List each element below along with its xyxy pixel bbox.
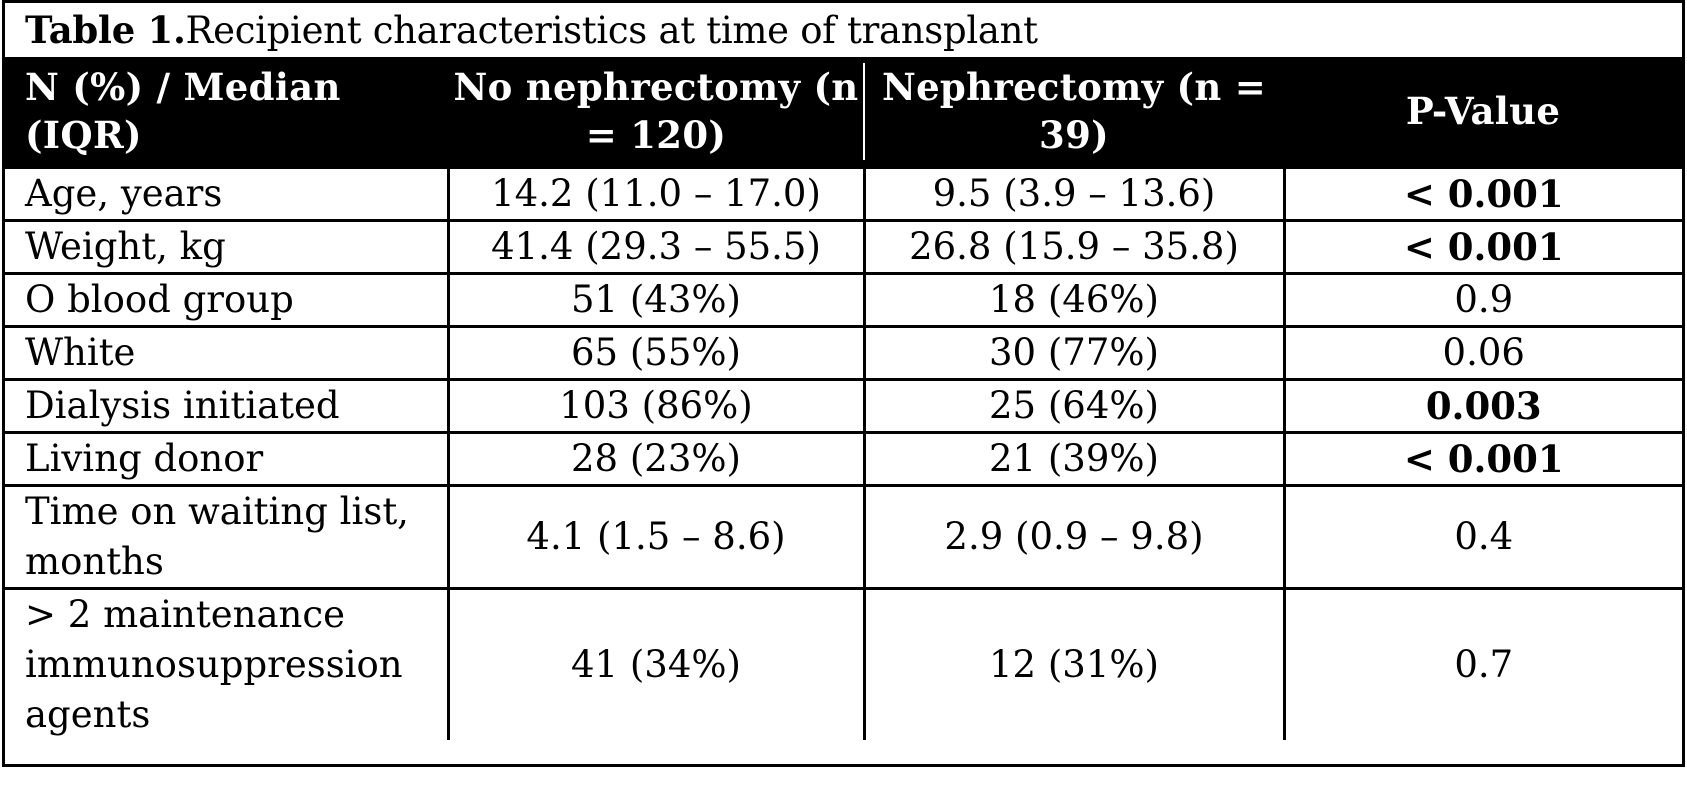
p-value: 0.9	[1282, 271, 1682, 326]
table-row: Living donor 28 (23%) 21 (39%) < 0.001	[5, 430, 1682, 485]
row-label: Age, years	[5, 165, 448, 220]
table-row: > 2 maintenance immunosuppression agents…	[5, 586, 1682, 740]
header-p-value: P-Value	[1405, 89, 1561, 134]
nephrectomy-value: 30 (77%)	[862, 324, 1284, 379]
no-nephrectomy-value: 65 (55%)	[446, 324, 864, 379]
row-label: Weight, kg	[5, 218, 448, 273]
no-nephrectomy-value: 14.2 (11.0 – 17.0)	[446, 165, 864, 220]
row-label: Living donor	[5, 430, 448, 485]
nephrectomy-value: 21 (39%)	[862, 430, 1284, 485]
row-label: > 2 maintenance immunosuppression agents	[5, 586, 448, 740]
nephrectomy-value: 26.8 (15.9 – 35.8)	[862, 218, 1284, 273]
p-value: 0.003	[1282, 377, 1682, 432]
header-nephrectomy: Nephrectomy (n = 39)	[881, 65, 1267, 158]
table-frame: Table 1. Recipient characteristics at ti…	[2, 0, 1685, 767]
p-value: 0.06	[1282, 324, 1682, 379]
no-nephrectomy-value: 103 (86%)	[446, 377, 864, 432]
nephrectomy-value: 12 (31%)	[862, 586, 1284, 740]
table-caption-label: Table 1.	[25, 8, 186, 52]
table-body: Age, years 14.2 (11.0 – 17.0) 9.5 (3.9 –…	[5, 165, 1682, 740]
header-measure: N (%) / Median (IQR)	[25, 65, 341, 158]
p-value: < 0.001	[1282, 165, 1682, 220]
table-row: Time on waiting list, months 4.1 (1.5 – …	[5, 483, 1682, 588]
table-row: White 65 (55%) 30 (77%) 0.06	[5, 324, 1682, 379]
recipient-characteristics-table: N (%) / Median (IQR) No nephrectomy (n =…	[5, 57, 1682, 740]
row-label: Dialysis initiated	[5, 377, 448, 432]
table-row: Weight, kg 41.4 (29.3 – 55.5) 26.8 (15.9…	[5, 218, 1682, 273]
p-value: < 0.001	[1282, 218, 1682, 273]
nephrectomy-value: 2.9 (0.9 – 9.8)	[862, 483, 1284, 588]
header-no-nephrectomy: No nephrectomy (n = 120)	[448, 57, 865, 167]
p-value: 0.4	[1282, 483, 1682, 588]
no-nephrectomy-value: 41 (34%)	[446, 586, 864, 740]
no-nephrectomy-value: 51 (43%)	[446, 271, 864, 326]
table-caption-text: Recipient characteristics at time of tra…	[185, 8, 1038, 52]
p-value: 0.7	[1282, 586, 1682, 740]
table-row: Age, years 14.2 (11.0 – 17.0) 9.5 (3.9 –…	[5, 165, 1682, 220]
row-label: Time on waiting list, months	[5, 483, 448, 588]
nephrectomy-value: 9.5 (3.9 – 13.6)	[862, 165, 1284, 220]
nephrectomy-value: 25 (64%)	[862, 377, 1284, 432]
table-caption: Table 1. Recipient characteristics at ti…	[5, 3, 1682, 57]
row-label: White	[5, 324, 448, 379]
nephrectomy-value: 18 (46%)	[862, 271, 1284, 326]
header-row: N (%) / Median (IQR) No nephrectomy (n =…	[5, 57, 1682, 167]
table-row: O blood group 51 (43%) 18 (46%) 0.9	[5, 271, 1682, 326]
no-nephrectomy-value: 41.4 (29.3 – 55.5)	[446, 218, 864, 273]
table-row: Dialysis initiated 103 (86%) 25 (64%) 0.…	[5, 377, 1682, 432]
no-nephrectomy-value: 4.1 (1.5 – 8.6)	[446, 483, 864, 588]
no-nephrectomy-value: 28 (23%)	[446, 430, 864, 485]
table-header: N (%) / Median (IQR) No nephrectomy (n =…	[5, 57, 1682, 167]
p-value: < 0.001	[1282, 430, 1682, 485]
row-label: O blood group	[5, 271, 448, 326]
